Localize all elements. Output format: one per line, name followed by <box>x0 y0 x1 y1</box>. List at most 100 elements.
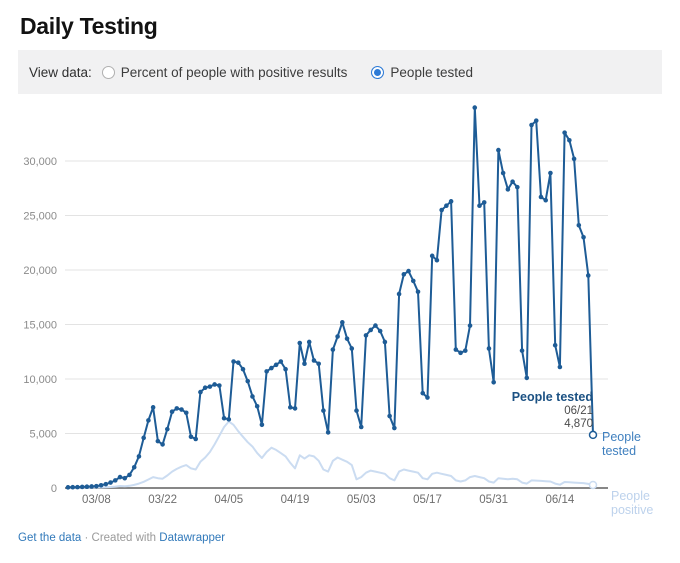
data-point[interactable] <box>377 328 383 334</box>
data-point[interactable] <box>387 413 392 419</box>
data-point[interactable] <box>448 199 454 204</box>
data-point[interactable] <box>410 278 416 284</box>
data-point[interactable] <box>529 122 534 128</box>
data-point[interactable] <box>131 464 137 470</box>
data-point[interactable] <box>453 347 459 352</box>
data-point[interactable] <box>533 118 539 123</box>
data-point[interactable] <box>79 484 85 490</box>
data-point[interactable] <box>259 422 265 428</box>
data-point[interactable] <box>273 362 279 368</box>
data-point[interactable] <box>562 130 567 135</box>
data-point[interactable] <box>165 426 170 432</box>
data-point[interactable] <box>217 383 222 388</box>
data-point[interactable] <box>538 194 544 200</box>
data-point[interactable] <box>321 408 326 413</box>
data-point[interactable] <box>396 291 402 297</box>
data-point[interactable] <box>127 472 132 478</box>
radio-option-people-tested[interactable]: People tested <box>371 65 473 80</box>
data-point[interactable] <box>358 424 364 430</box>
data-point[interactable] <box>235 360 241 365</box>
data-point[interactable] <box>278 359 284 364</box>
data-point[interactable] <box>373 323 378 328</box>
data-point[interactable] <box>160 442 165 447</box>
data-point[interactable] <box>439 207 444 213</box>
data-point[interactable] <box>198 389 203 395</box>
data-point[interactable] <box>103 481 109 487</box>
data-point[interactable] <box>254 403 260 409</box>
data-point[interactable] <box>207 384 213 389</box>
data-point[interactable] <box>94 483 99 489</box>
hovered-end-point-people-positive[interactable] <box>588 480 598 490</box>
data-point[interactable] <box>510 179 515 185</box>
data-point[interactable] <box>425 395 430 400</box>
radio-unselected-icon[interactable] <box>101 65 115 79</box>
data-point[interactable] <box>581 235 586 240</box>
data-point[interactable] <box>136 454 142 459</box>
data-point[interactable] <box>401 272 407 277</box>
data-point[interactable] <box>202 385 208 391</box>
data-point[interactable] <box>316 361 321 367</box>
data-point[interactable] <box>330 347 336 352</box>
data-point[interactable] <box>250 394 255 399</box>
data-point[interactable] <box>472 105 478 110</box>
data-point[interactable] <box>146 418 151 423</box>
data-point[interactable] <box>306 339 312 345</box>
data-point[interactable] <box>524 375 530 381</box>
data-point[interactable] <box>231 359 236 364</box>
radio-option-percent-positive-label[interactable]: Percent of people with positive results <box>120 64 348 80</box>
data-point[interactable] <box>515 184 520 190</box>
data-point[interactable] <box>174 406 180 411</box>
hovered-end-point-people-tested[interactable] <box>588 430 598 440</box>
data-point[interactable] <box>481 200 487 205</box>
data-point[interactable] <box>283 366 288 372</box>
data-point[interactable] <box>354 408 359 413</box>
data-point[interactable] <box>505 187 511 192</box>
data-point[interactable] <box>340 320 345 325</box>
data-point[interactable] <box>486 346 492 351</box>
data-point[interactable] <box>226 417 232 422</box>
data-point[interactable] <box>122 475 128 481</box>
data-point[interactable] <box>434 257 440 263</box>
data-point[interactable] <box>543 197 549 203</box>
data-point[interactable] <box>571 156 577 162</box>
data-point[interactable] <box>444 203 449 208</box>
data-point[interactable] <box>552 342 558 348</box>
data-point[interactable] <box>325 430 331 435</box>
radio-selected-icon[interactable] <box>371 65 385 79</box>
data-point[interactable] <box>108 480 113 485</box>
data-point[interactable] <box>297 340 303 346</box>
radio-option-people-tested-label[interactable]: People tested <box>390 64 473 80</box>
data-point[interactable] <box>429 253 435 259</box>
datawrapper-link[interactable]: Datawrapper <box>159 532 226 544</box>
data-point[interactable] <box>392 425 397 431</box>
data-point[interactable] <box>179 407 184 412</box>
data-point[interactable] <box>458 350 463 356</box>
data-point[interactable] <box>84 484 90 489</box>
data-point[interactable] <box>292 406 298 411</box>
radio-option-percent-positive[interactable]: Percent of people with positive results <box>101 64 348 80</box>
data-point[interactable] <box>363 333 369 338</box>
get-the-data-link[interactable]: Get the data <box>18 532 82 544</box>
data-point[interactable] <box>368 327 374 333</box>
data-point[interactable] <box>269 365 274 371</box>
data-point[interactable] <box>287 405 293 410</box>
data-point[interactable] <box>335 334 340 339</box>
data-point[interactable] <box>420 390 426 396</box>
data-point[interactable] <box>183 410 189 416</box>
data-point[interactable] <box>576 223 582 228</box>
data-point[interactable] <box>557 364 563 370</box>
data-point[interactable] <box>70 484 76 490</box>
data-point[interactable] <box>585 273 591 278</box>
data-point[interactable] <box>193 436 199 442</box>
data-point[interactable] <box>169 409 175 415</box>
data-point[interactable] <box>302 361 307 367</box>
data-point[interactable] <box>567 137 572 143</box>
data-point[interactable] <box>519 348 525 353</box>
data-point[interactable] <box>382 339 388 345</box>
data-point[interactable] <box>311 358 317 363</box>
data-point[interactable] <box>406 268 411 274</box>
data-point[interactable] <box>491 379 496 385</box>
data-point[interactable] <box>240 366 246 372</box>
data-point[interactable] <box>245 378 251 384</box>
data-point[interactable] <box>98 482 104 488</box>
